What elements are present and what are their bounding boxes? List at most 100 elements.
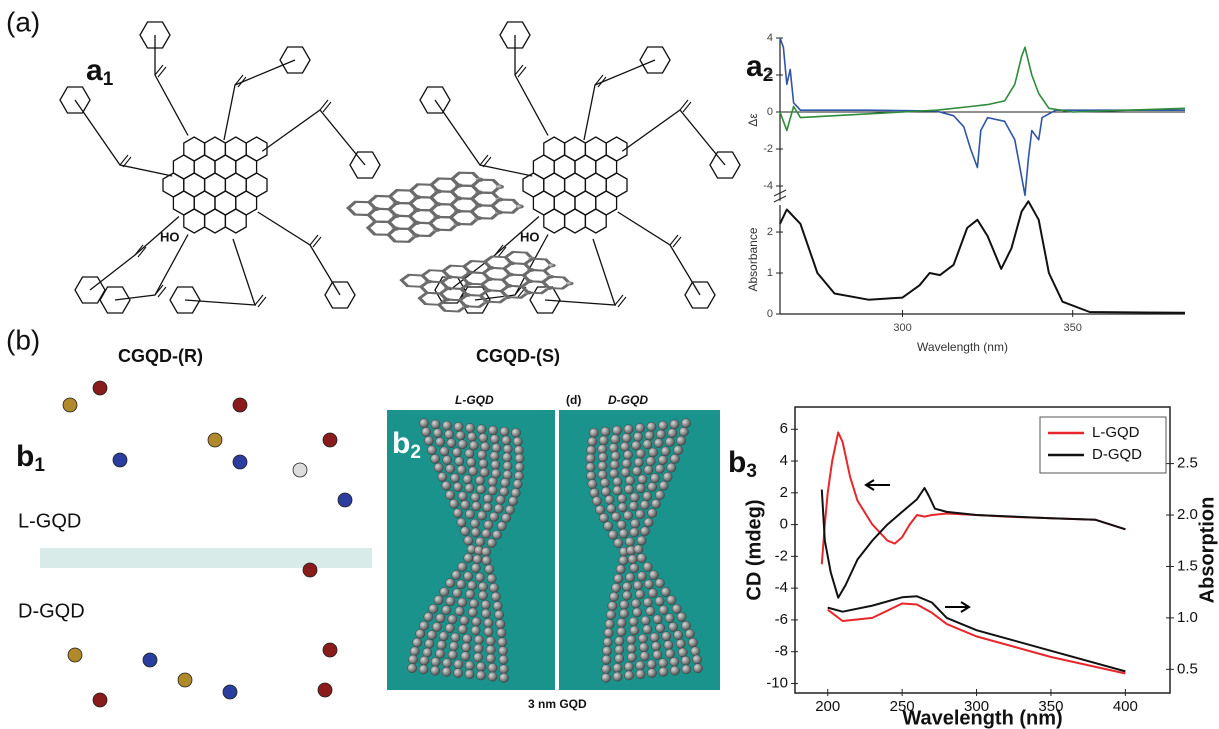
atom bbox=[446, 579, 455, 588]
atom bbox=[681, 419, 690, 428]
figure: (a) (b) a1 a2 b1 b3 CGQD-(R) CGQD-(S) HO… bbox=[0, 0, 1219, 729]
atom bbox=[445, 430, 454, 439]
atom bbox=[481, 609, 490, 618]
bond bbox=[435, 100, 532, 176]
atom bbox=[604, 628, 613, 637]
atom bbox=[514, 471, 523, 480]
y-tick-label: 2 bbox=[767, 226, 773, 238]
atom bbox=[481, 600, 490, 609]
atom bbox=[479, 459, 488, 468]
atom bbox=[446, 464, 455, 473]
x-axis-label: Wavelength (nm) bbox=[902, 707, 1062, 729]
atom bbox=[648, 508, 657, 517]
atom bbox=[502, 513, 511, 522]
atom bbox=[616, 565, 625, 574]
atom bbox=[474, 653, 483, 662]
atom bbox=[613, 486, 622, 495]
atom bbox=[602, 665, 611, 674]
atom bbox=[413, 638, 422, 647]
atom bbox=[513, 480, 522, 489]
atom bbox=[601, 673, 610, 682]
ring bbox=[585, 209, 606, 233]
atom bbox=[461, 652, 470, 661]
atom bbox=[643, 598, 652, 607]
atom bbox=[643, 492, 652, 501]
atom bbox=[633, 608, 642, 617]
atom bbox=[654, 439, 663, 448]
atom bbox=[605, 620, 614, 629]
atom bbox=[458, 440, 467, 449]
atom bbox=[453, 589, 462, 598]
atom bbox=[653, 615, 662, 624]
atom bbox=[496, 495, 505, 504]
atom bbox=[511, 488, 520, 497]
atom bbox=[431, 657, 440, 666]
atom bbox=[610, 592, 619, 601]
atom bbox=[612, 583, 621, 592]
atom bbox=[455, 457, 464, 466]
y-axis-label: Δε bbox=[746, 113, 760, 127]
atom bbox=[615, 645, 624, 654]
atom bbox=[501, 478, 510, 487]
ring bbox=[565, 209, 586, 233]
atom bbox=[455, 607, 464, 616]
atom bbox=[477, 511, 486, 520]
atom bbox=[658, 455, 667, 464]
atom bbox=[619, 609, 628, 618]
atom bbox=[483, 494, 492, 503]
y-tick-label: 4 bbox=[780, 452, 788, 469]
atom bbox=[608, 530, 617, 539]
atom bbox=[452, 448, 461, 457]
ribbon-label: L-GQD bbox=[455, 393, 494, 407]
atom bbox=[668, 429, 677, 438]
atom bbox=[93, 693, 107, 707]
atom bbox=[681, 656, 690, 665]
atom bbox=[692, 655, 701, 664]
atom bbox=[293, 463, 307, 477]
atom bbox=[590, 488, 599, 497]
atom bbox=[419, 621, 428, 630]
atom bbox=[499, 665, 508, 674]
x-tick-label: 400 bbox=[1113, 698, 1138, 715]
atom bbox=[618, 503, 627, 512]
atom bbox=[643, 625, 652, 634]
atom bbox=[450, 474, 459, 483]
bond bbox=[545, 239, 615, 305]
y2-axis-label: Absorption bbox=[1196, 497, 1218, 604]
y-tick-label: 1 bbox=[767, 267, 773, 279]
atom bbox=[469, 599, 478, 608]
atom bbox=[431, 666, 440, 675]
atom bbox=[670, 666, 679, 675]
atom bbox=[623, 511, 632, 520]
atom bbox=[627, 644, 636, 653]
atom bbox=[620, 442, 629, 451]
atom bbox=[665, 437, 674, 446]
atom bbox=[632, 441, 641, 450]
atom bbox=[416, 629, 425, 638]
atom bbox=[497, 521, 506, 530]
y-tick-label: -6 bbox=[775, 611, 788, 628]
atom bbox=[453, 482, 462, 491]
atom bbox=[484, 618, 493, 627]
atom bbox=[442, 481, 451, 490]
atom bbox=[468, 608, 477, 617]
atom bbox=[682, 665, 691, 674]
atom bbox=[447, 439, 456, 448]
atom bbox=[659, 481, 668, 490]
atom bbox=[458, 562, 467, 571]
atom bbox=[655, 464, 664, 473]
carbonyl bbox=[670, 235, 681, 247]
atom bbox=[448, 615, 457, 624]
atom bbox=[626, 573, 635, 582]
atom bbox=[636, 449, 645, 458]
bond bbox=[515, 35, 548, 136]
atom bbox=[613, 663, 622, 672]
atom bbox=[615, 654, 624, 663]
atom bbox=[432, 622, 441, 631]
atom bbox=[495, 610, 504, 619]
ribbon-caption: 3 nm GQD bbox=[528, 697, 587, 711]
atom bbox=[408, 664, 417, 673]
atom bbox=[631, 519, 640, 528]
atom bbox=[651, 499, 660, 508]
atom bbox=[672, 604, 681, 613]
